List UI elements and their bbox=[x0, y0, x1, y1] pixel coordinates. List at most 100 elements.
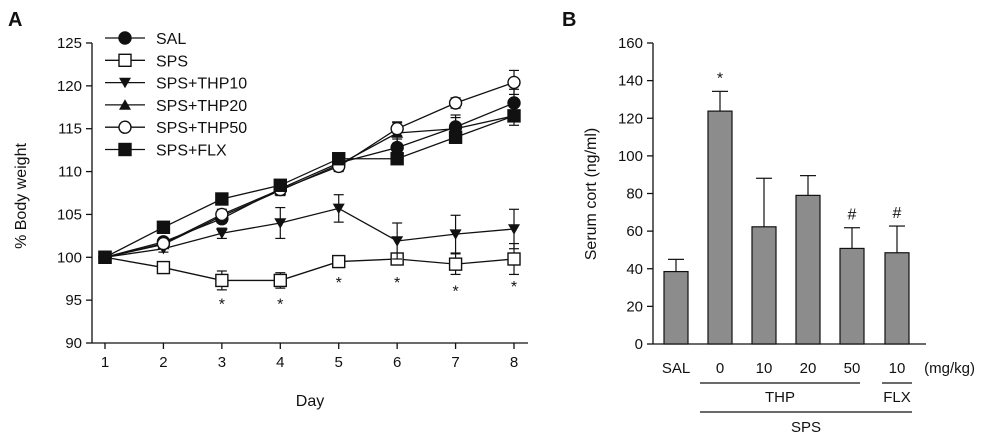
bar-4 bbox=[839, 247, 865, 345]
bar-5 bbox=[884, 252, 910, 345]
series-line bbox=[104, 256, 515, 282]
panel-a-y-tick-label: 90 bbox=[65, 335, 82, 352]
panel-a-y-tick-label: 125 bbox=[57, 35, 82, 52]
significance-star: * bbox=[277, 296, 283, 313]
data-point-marker bbox=[507, 75, 521, 90]
panel-a-x-tick-label: 4 bbox=[276, 354, 284, 371]
data-point-marker bbox=[508, 224, 521, 235]
data-point-marker bbox=[118, 142, 132, 157]
significance-star: * bbox=[394, 275, 400, 292]
legend-entry: SPS+FLX bbox=[156, 143, 227, 160]
data-point-marker bbox=[119, 99, 131, 110]
panel-b-x-ticks: SAL 0 10 20 50 10 bbox=[662, 360, 906, 377]
panel-a-y-tick-label: 115 bbox=[58, 121, 82, 138]
panel-b-y-tick-label: 60 bbox=[626, 223, 643, 240]
series-sps-flx bbox=[98, 109, 521, 264]
thp-group-label: THP bbox=[765, 389, 795, 406]
panel-a-y-tick-label: 120 bbox=[57, 78, 82, 95]
panel-b-y-tick-label: 20 bbox=[626, 298, 643, 315]
panel-b-y-ticks: 0 20 40 60 80 100 120 140 160 bbox=[618, 35, 653, 353]
data-point-marker bbox=[156, 260, 171, 275]
data-point-marker bbox=[273, 178, 287, 192]
significance-star: * bbox=[219, 296, 225, 313]
panel-b-category-label: 0 bbox=[716, 360, 724, 377]
series-line bbox=[104, 81, 515, 258]
panel-a-y-tick-label: 110 bbox=[58, 164, 82, 181]
panel-a-y-ticks: 90 95 100 105 110 115 120 125 bbox=[57, 35, 92, 352]
bar-1 bbox=[707, 110, 733, 345]
panel-a-label: A bbox=[8, 9, 22, 31]
bar-3 bbox=[795, 194, 821, 345]
data-point-marker bbox=[215, 207, 229, 222]
data-point-marker bbox=[390, 122, 404, 136]
data-point-marker bbox=[156, 220, 171, 234]
significance-star: * bbox=[511, 279, 517, 296]
data-point-marker bbox=[332, 203, 345, 215]
panel-b-bars bbox=[663, 90, 910, 345]
significance-star: * bbox=[336, 275, 342, 292]
data-point-marker bbox=[119, 77, 131, 89]
panel-a-series bbox=[98, 69, 521, 291]
flx-group-label: FLX bbox=[883, 389, 911, 406]
sps-group-label: SPS bbox=[791, 419, 821, 436]
significance-mark: * bbox=[717, 70, 723, 87]
data-point-marker bbox=[98, 250, 112, 264]
panel-a-y-tick-label: 100 bbox=[57, 249, 82, 266]
data-point-marker bbox=[118, 120, 132, 134]
panel-a-annotations: * * * * * * bbox=[219, 275, 517, 313]
series-line bbox=[104, 207, 515, 258]
data-point-marker bbox=[448, 257, 463, 271]
panel-b-y-tick-label: 120 bbox=[618, 110, 643, 127]
panel-a-x-tick-label: 6 bbox=[393, 354, 401, 371]
panel-b-y-tick-label: 140 bbox=[618, 73, 643, 90]
data-point-marker bbox=[448, 96, 463, 110]
panel-a-y-tick-label: 95 bbox=[65, 292, 82, 309]
data-point-marker bbox=[273, 273, 287, 288]
panel-b-y-tick-label: 80 bbox=[626, 186, 643, 203]
legend-entry: SPS+THP50 bbox=[156, 120, 247, 137]
significance-star: * bbox=[452, 283, 458, 300]
data-point-marker bbox=[215, 192, 229, 206]
panel-b-category-label: 20 bbox=[800, 360, 817, 377]
data-point-marker bbox=[274, 218, 287, 229]
panel-a-x-tick-label: 5 bbox=[335, 354, 343, 371]
panel-b-y-axis-label: Serum cort (ng/ml) bbox=[583, 128, 600, 260]
data-point-marker bbox=[118, 31, 132, 45]
data-point-marker bbox=[215, 228, 228, 239]
panel-b-category-label: 10 bbox=[889, 360, 906, 377]
panel-b-category-label: 10 bbox=[756, 360, 773, 377]
data-point-marker bbox=[118, 53, 132, 67]
legend-entry: SPS bbox=[156, 53, 188, 70]
panel-b-y-tick-label: 0 bbox=[635, 336, 643, 353]
legend-entry: SPS+THP20 bbox=[156, 98, 247, 115]
panel-b-y-tick-label: 100 bbox=[618, 148, 643, 165]
panel-a-x-axis-label: Day bbox=[296, 393, 324, 410]
bar-2 bbox=[751, 226, 777, 345]
significance-mark: # bbox=[893, 205, 902, 222]
panel-a-x-tick-label: 8 bbox=[510, 354, 518, 371]
panel-a-line-chart: A 90 95 100 105 110 115 120 125 1 2 3 4 5 6 7 8 % Body… bbox=[8, 9, 528, 410]
data-point-marker bbox=[390, 152, 404, 166]
panel-a-y-tick-label: 105 bbox=[57, 206, 82, 223]
panel-b-y-tick-label: 160 bbox=[618, 35, 643, 52]
data-point-marker bbox=[156, 236, 171, 251]
panel-b-category-label: SAL bbox=[662, 360, 690, 377]
panel-a-x-tick-label: 7 bbox=[451, 354, 459, 371]
significance-mark: # bbox=[848, 207, 857, 224]
legend-entry: SAL bbox=[156, 31, 186, 48]
data-point-marker bbox=[507, 252, 521, 266]
panel-a-x-tick-label: 2 bbox=[159, 354, 167, 371]
panel-b-unit-label: (mg/kg) bbox=[924, 360, 975, 377]
data-point-marker bbox=[448, 130, 463, 144]
data-point-marker bbox=[332, 152, 346, 166]
panel-b-label: B bbox=[562, 9, 576, 31]
panel-a-y-axis-label: % Body weight bbox=[13, 143, 30, 249]
data-point-marker bbox=[449, 229, 462, 240]
panel-a-x-ticks: 1 2 3 4 5 6 7 8 bbox=[101, 343, 518, 371]
data-point-marker bbox=[391, 236, 404, 247]
panel-b-y-tick-label: 40 bbox=[626, 261, 643, 278]
panel-b-annotations: * # # bbox=[717, 70, 902, 223]
panel-a-x-tick-label: 3 bbox=[218, 354, 226, 371]
